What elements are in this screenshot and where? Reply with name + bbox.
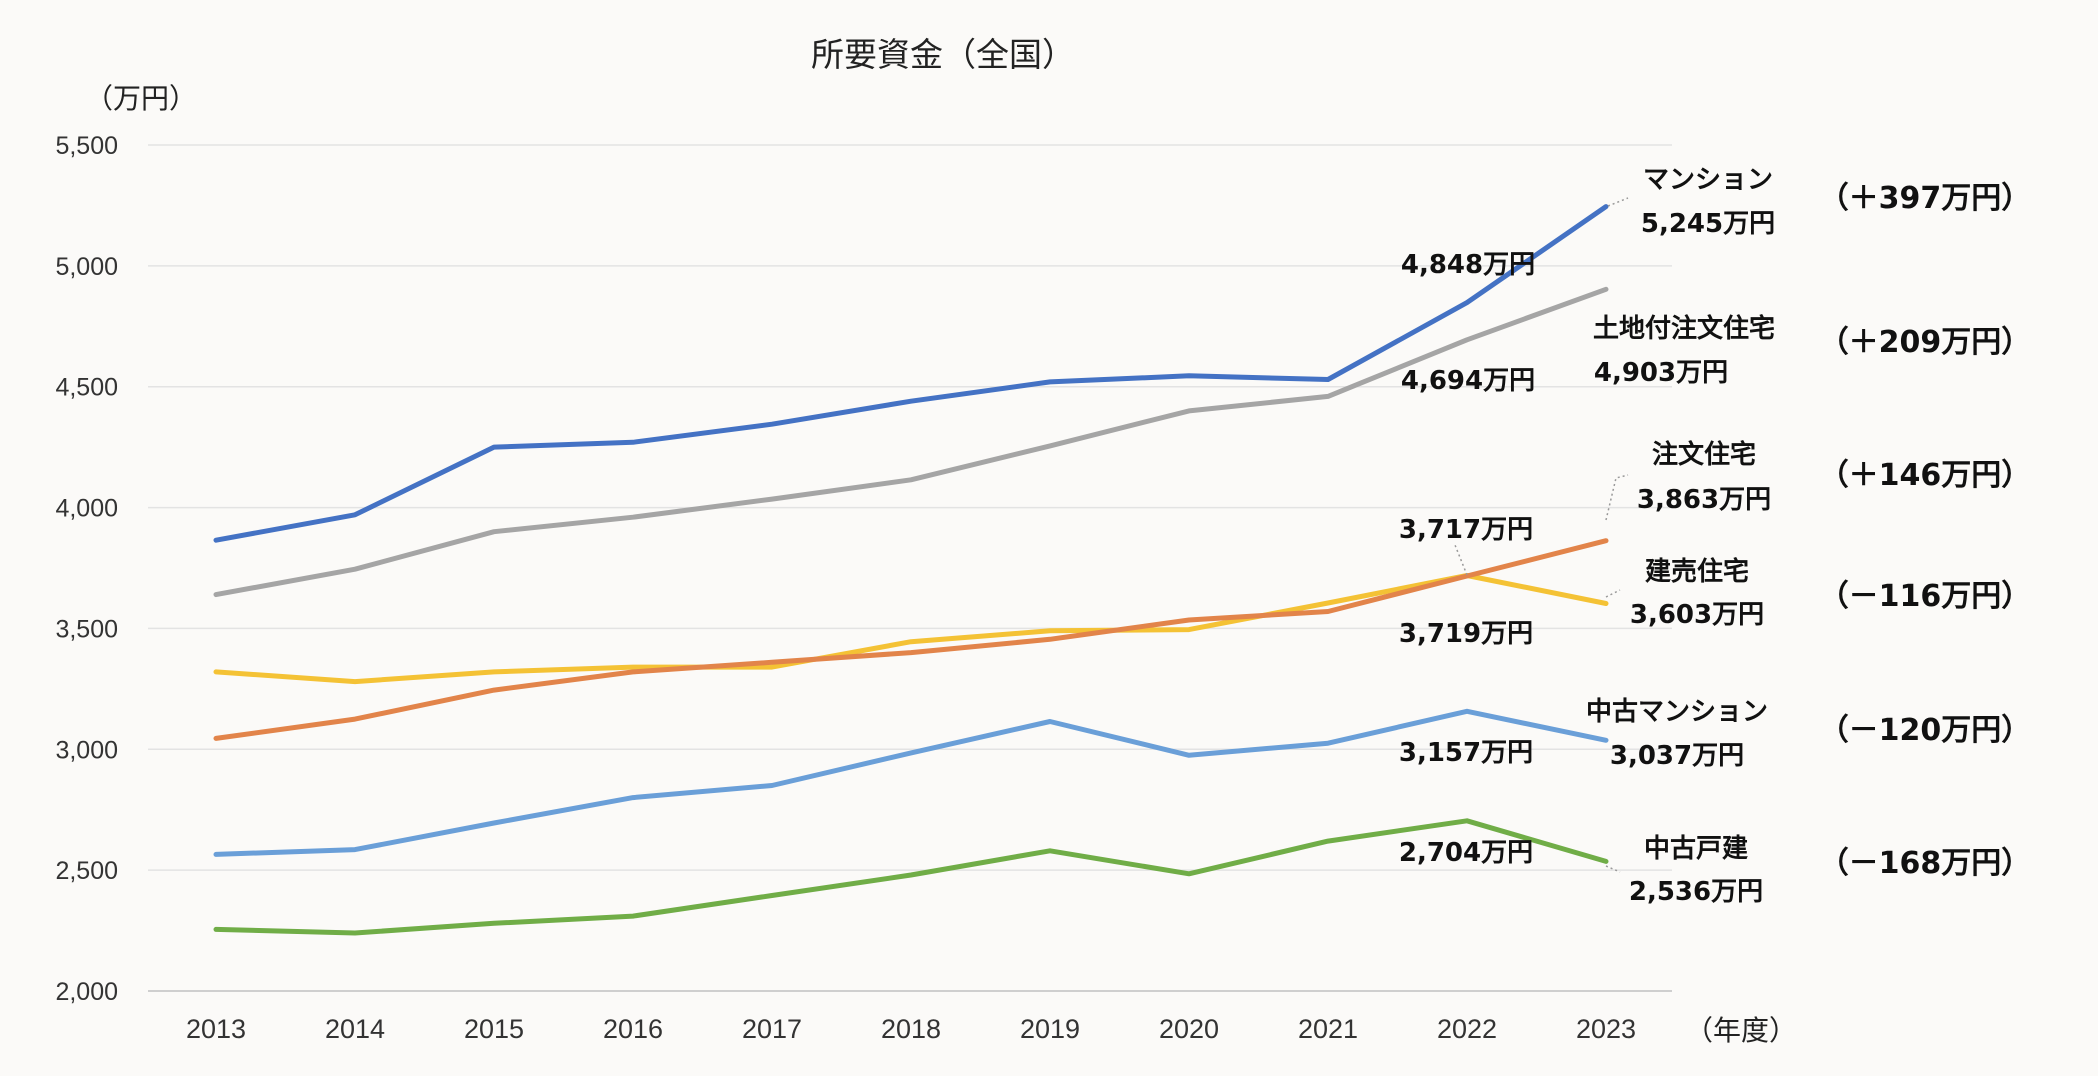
change-chumon: （＋146万円）: [1819, 458, 2032, 493]
series-name-tateuri: 建売住宅: [1645, 556, 1749, 587]
value-tochi-2023: 4,903万円: [1594, 358, 1728, 388]
series-end-labels: マンション 5,245万円 土地付注文住宅 4,903万円 注文住宅 3,863…: [1586, 165, 1775, 907]
value-tateuri-2023: 3,603万円: [1630, 600, 1764, 630]
value-chumon-2023: 3,863万円: [1637, 485, 1771, 515]
x-tick-label: 2019: [1020, 1014, 1080, 1044]
label-tochi-2022: 4,694万円: [1401, 366, 1535, 396]
change-chuko-kodate: （－168万円）: [1819, 846, 2032, 881]
y-tick-label: 5,000: [55, 253, 118, 281]
x-tick-label: 2016: [603, 1014, 663, 1044]
x-tick-label: 2023: [1576, 1014, 1636, 1044]
y-tick-label: 2,000: [55, 978, 118, 1006]
label-chuko-mansion-2022: 3,157万円: [1399, 738, 1533, 768]
change-mansion: （＋397万円）: [1819, 181, 2032, 216]
series-name-chuko-mansion: 中古マンション: [1586, 697, 1768, 727]
label-tateuri-2022: 3,719万円: [1399, 619, 1533, 649]
x-tick-label: 2017: [742, 1014, 802, 1044]
series-name-chuko-kodate: 中古戸建: [1644, 834, 1748, 864]
change-chuko-mansion: （－120万円）: [1819, 713, 2032, 748]
value-chuko-mansion-2023: 3,037万円: [1610, 741, 1744, 771]
change-labels: （＋397万円） （＋209万円） （＋146万円） （－116万円） （－12…: [1819, 181, 2032, 881]
y-axis-unit: （万円）: [85, 82, 197, 115]
series-line: [213, 286, 1609, 598]
series-name-mansion: マンション: [1643, 165, 1773, 195]
series-name-tochi: 土地付注文住宅: [1593, 313, 1775, 344]
point-labels: 4,848万円 4,694万円 3,717万円 3,719万円 3,157万円 …: [1399, 250, 1535, 868]
series-line: [213, 818, 1609, 936]
series-line: [213, 538, 1609, 741]
x-axis-unit: （年度）: [1685, 1014, 1797, 1047]
series-name-chumon: 注文住宅: [1652, 439, 1756, 470]
x-tick-label: 2022: [1437, 1014, 1497, 1044]
label-mansion-2022: 4,848万円: [1401, 250, 1535, 280]
gridlines: [148, 144, 1672, 992]
y-tick-label: 2,500: [55, 857, 118, 885]
x-tick-label: 2021: [1298, 1014, 1358, 1044]
series-line: [213, 573, 1609, 685]
label-chumon-2022: 3,717万円: [1399, 515, 1533, 545]
chart-title: 所要資金（全国）: [811, 35, 1075, 74]
series-line: [213, 204, 1609, 543]
y-tick-label: 3,500: [55, 615, 118, 643]
y-tick-label: 4,500: [55, 374, 118, 402]
x-tick-label: 2020: [1159, 1014, 1219, 1044]
change-tateuri: （－116万円）: [1819, 579, 2032, 614]
series-line: [213, 708, 1609, 857]
y-axis-ticks: 2,000 2,500 3,000 3,500 4,000 4,500 5,000 5,500: [55, 132, 118, 1006]
x-axis-ticks: 2013 2014 2015 2016 2017 2018 2019 2020 2021 2022…: [186, 1014, 1636, 1044]
y-tick-label: 3,000: [55, 736, 118, 764]
change-tochi: （＋209万円）: [1819, 325, 2032, 360]
series-lines: [213, 204, 1609, 936]
leader-lines: [1454, 197, 1629, 873]
x-tick-label: 2018: [881, 1014, 941, 1044]
y-tick-label: 5,500: [55, 132, 118, 160]
x-tick-label: 2015: [464, 1014, 524, 1044]
label-chuko-kodate-2022: 2,704万円: [1399, 838, 1533, 868]
value-chuko-kodate-2023: 2,536万円: [1629, 877, 1763, 907]
value-mansion-2023: 5,245万円: [1641, 209, 1775, 239]
y-tick-label: 4,000: [55, 495, 118, 523]
x-tick-label: 2013: [186, 1014, 246, 1044]
x-tick-label: 2014: [325, 1014, 385, 1044]
